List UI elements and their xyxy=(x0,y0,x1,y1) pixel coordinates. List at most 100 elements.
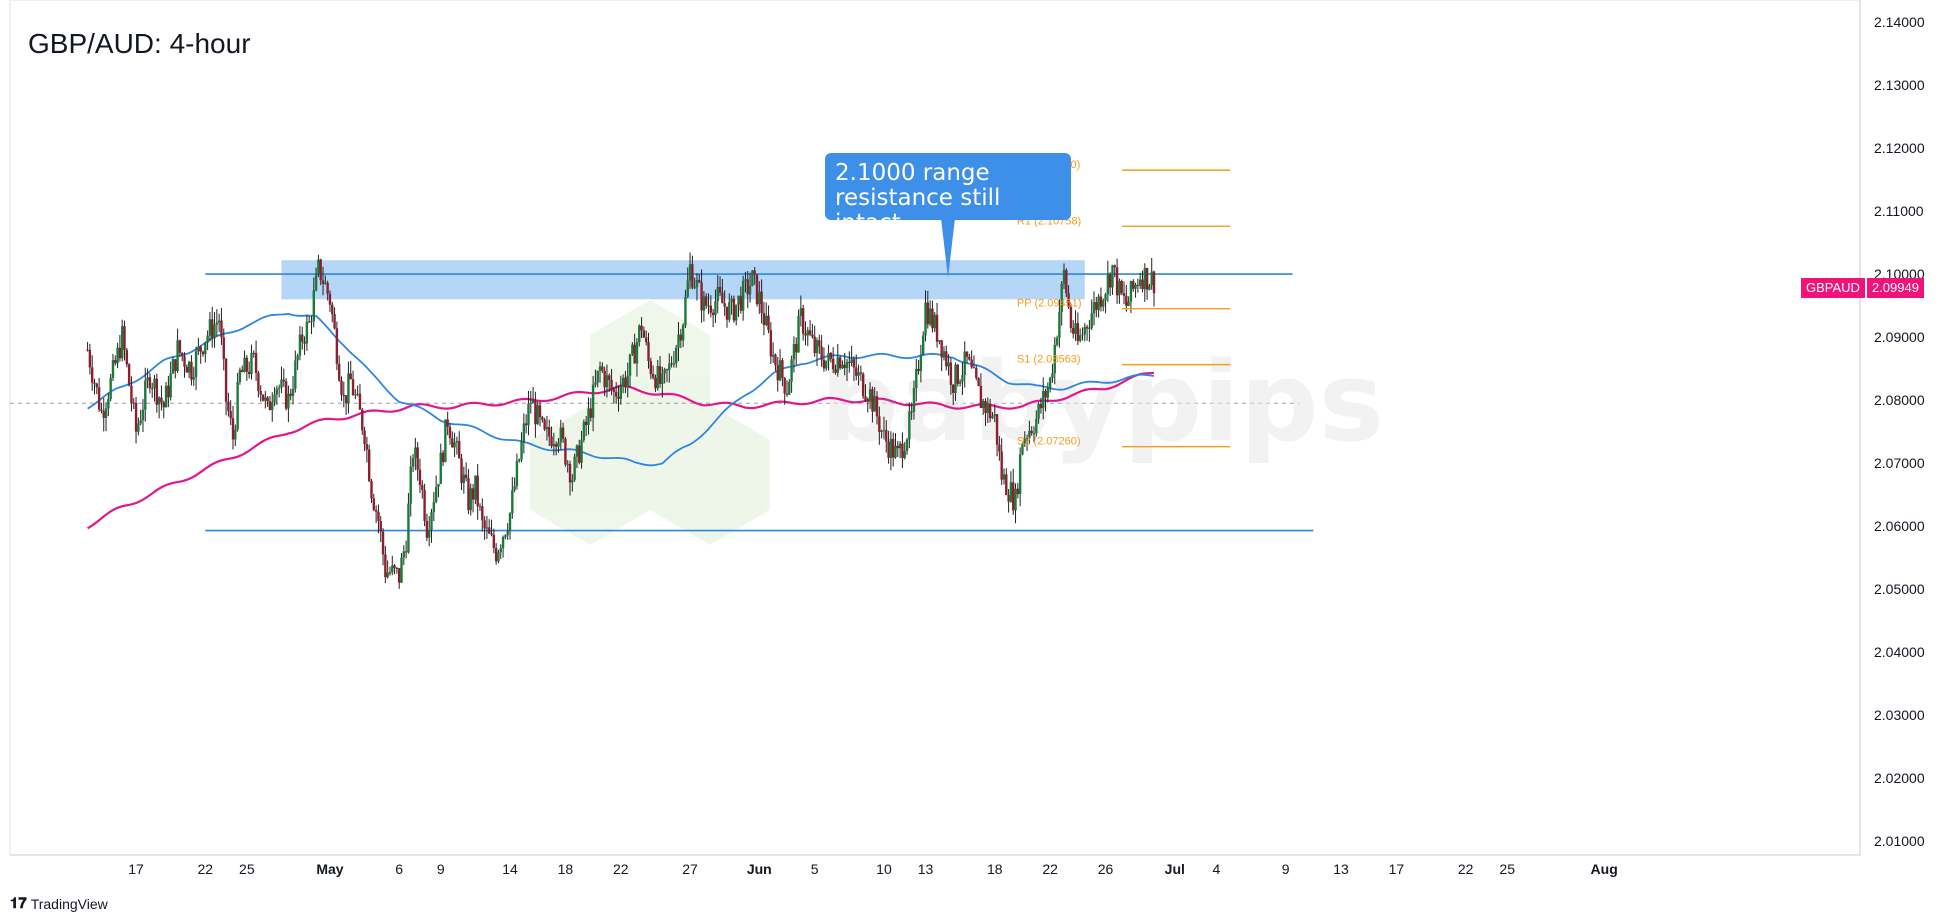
candle-body xyxy=(711,312,715,316)
price-axis[interactable]: 2.140002.130002.120002.110002.100002.090… xyxy=(1874,14,1925,849)
candle-body xyxy=(453,442,456,448)
candle-body xyxy=(513,486,516,491)
candle-body xyxy=(511,490,514,514)
candle-body xyxy=(1048,377,1052,388)
candle-body xyxy=(146,377,149,381)
candle-body xyxy=(915,368,918,389)
candle-body xyxy=(243,357,246,373)
candle-body xyxy=(836,357,839,373)
candle-body xyxy=(1032,433,1036,435)
candle-body xyxy=(855,367,858,376)
candle-body xyxy=(469,488,472,511)
candle-body xyxy=(889,438,893,458)
candle-body xyxy=(945,351,948,367)
candle-body xyxy=(342,394,345,396)
candle-body xyxy=(169,373,172,398)
candle-body xyxy=(527,403,530,426)
candle-body xyxy=(838,357,842,369)
candle-body xyxy=(1095,302,1098,310)
candle-body xyxy=(543,419,546,430)
candle-body xyxy=(783,377,786,394)
candle-body xyxy=(524,423,528,426)
candle-body xyxy=(624,377,627,388)
candle-body xyxy=(952,384,955,394)
candle-body xyxy=(1092,302,1096,314)
candle-body xyxy=(658,366,662,384)
candle-body xyxy=(864,396,867,401)
candle-body xyxy=(151,388,154,390)
candle-body xyxy=(995,414,999,445)
candle-body xyxy=(268,401,272,411)
candle-body xyxy=(665,369,669,371)
candle-body xyxy=(284,381,288,409)
candle-body xyxy=(649,361,653,375)
watermark xyxy=(530,300,770,545)
candle-body xyxy=(1078,335,1082,341)
candle-body xyxy=(769,330,773,357)
time-axis[interactable]: 17 22 25 May 6 9 14 18 22 27 Jun 5 10 13 18 22 26 Jul 4 9 13… xyxy=(128,861,1617,877)
tradingview-logo[interactable]: 𝟏𝟕 TradingView xyxy=(10,895,108,912)
candle-body xyxy=(982,400,985,408)
y-tick-label: 2.08000 xyxy=(1874,392,1925,408)
candle-body xyxy=(878,416,881,432)
candle-body xyxy=(277,387,281,389)
candle-body xyxy=(898,443,902,449)
candle-body xyxy=(716,286,719,301)
candle-body xyxy=(259,390,262,395)
candle-body xyxy=(1090,313,1093,328)
candle-body xyxy=(1148,285,1151,290)
candle-body xyxy=(534,400,537,425)
candle-body xyxy=(681,325,685,341)
candle-body xyxy=(605,375,609,388)
candle-body xyxy=(377,511,380,521)
candle-body xyxy=(541,417,544,420)
candle-body xyxy=(818,340,821,347)
candle-body xyxy=(1012,482,1015,511)
candle-body xyxy=(434,487,438,502)
candle-body xyxy=(1085,326,1089,329)
candle-body xyxy=(102,410,105,418)
candle-body xyxy=(1074,323,1077,334)
y-tick-label: 2.11000 xyxy=(1874,203,1924,219)
candle-body xyxy=(1108,274,1112,288)
candle-body xyxy=(504,535,507,537)
candle-body xyxy=(709,305,713,313)
candle-body xyxy=(174,359,177,371)
candle-body xyxy=(988,403,992,419)
candle-body xyxy=(1097,296,1100,310)
candle-body xyxy=(340,380,343,395)
candle-body xyxy=(428,529,431,538)
candle-body xyxy=(933,314,936,329)
candle-body xyxy=(227,401,230,412)
candle-body xyxy=(868,389,872,402)
candle-body xyxy=(455,440,459,443)
candle-body xyxy=(931,308,934,329)
candle-body xyxy=(164,385,168,408)
candle-body xyxy=(1025,438,1029,440)
candle-body xyxy=(1145,268,1149,290)
candle-body xyxy=(1152,271,1156,294)
candle-body xyxy=(550,436,553,447)
candle-body xyxy=(185,366,189,373)
candle-body xyxy=(337,363,341,381)
candle-body xyxy=(617,396,620,399)
chart-title: GBP/AUD: 4-hour xyxy=(28,28,251,59)
candle-body xyxy=(404,551,408,553)
candle-body xyxy=(141,409,145,421)
candle-body xyxy=(1042,391,1045,409)
candle-body xyxy=(155,378,159,405)
x-tick-label: 27 xyxy=(682,861,698,877)
candle-body xyxy=(762,312,766,325)
x-tick-label: 17 xyxy=(128,861,144,877)
candle-body xyxy=(1113,265,1116,268)
candle-body xyxy=(573,456,576,480)
candle-body xyxy=(755,274,759,305)
candle-body xyxy=(991,416,994,419)
candle-body xyxy=(485,527,489,529)
candle-body xyxy=(1014,488,1017,511)
candle-body xyxy=(171,359,175,374)
candle-body xyxy=(367,449,371,482)
candle-body xyxy=(1069,307,1073,329)
x-tick-label: 9 xyxy=(437,861,445,877)
